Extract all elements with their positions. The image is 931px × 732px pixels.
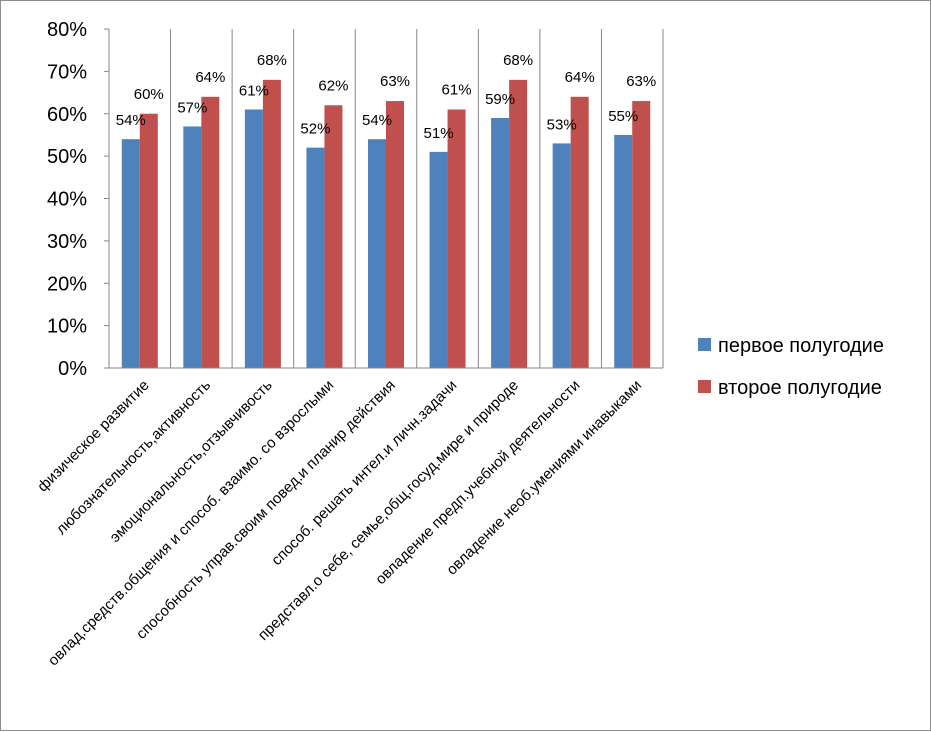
bar bbox=[262, 79, 281, 368]
bar bbox=[429, 151, 448, 368]
data-label: 68% bbox=[257, 52, 287, 69]
data-label: 63% bbox=[626, 73, 656, 90]
data-label: 54% bbox=[362, 112, 392, 129]
data-label: 51% bbox=[424, 125, 454, 142]
data-label: 53% bbox=[547, 116, 577, 133]
bar bbox=[139, 113, 158, 368]
y-axis-ticks: 0% 10% 20% 30% 40% 50% 60% 70% 80% bbox=[47, 19, 109, 380]
y-tick-label: 20% bbox=[47, 273, 87, 295]
bar bbox=[614, 134, 633, 368]
bar bbox=[306, 147, 325, 368]
bar bbox=[368, 139, 386, 368]
legend-swatch bbox=[698, 380, 711, 393]
bar bbox=[324, 105, 343, 369]
bar bbox=[183, 126, 202, 369]
bar bbox=[244, 109, 263, 368]
x-tick-label: физическое развитие bbox=[34, 377, 152, 495]
bar bbox=[201, 96, 220, 369]
data-label: 52% bbox=[300, 121, 330, 138]
bar bbox=[632, 101, 651, 368]
legend-label: второе полугодие bbox=[718, 377, 882, 399]
data-label: 57% bbox=[177, 99, 207, 116]
bar bbox=[121, 139, 140, 368]
bar bbox=[447, 109, 466, 368]
legend-label: первое полугодие bbox=[718, 335, 884, 357]
data-label: 68% bbox=[503, 52, 533, 69]
data-label: 54% bbox=[116, 112, 146, 129]
bar bbox=[491, 117, 510, 368]
axes bbox=[108, 29, 663, 369]
data-label: 55% bbox=[608, 108, 638, 125]
data-label: 63% bbox=[380, 73, 410, 90]
bar bbox=[570, 96, 589, 369]
data-label: 62% bbox=[318, 77, 348, 94]
bar bbox=[386, 101, 404, 368]
bar bbox=[509, 79, 528, 368]
y-tick-label: 70% bbox=[47, 61, 87, 83]
data-label: 64% bbox=[565, 69, 595, 86]
data-label: 60% bbox=[134, 86, 164, 103]
y-tick-label: 80% bbox=[47, 19, 87, 41]
data-label: 59% bbox=[485, 91, 515, 108]
y-tick-label: 0% bbox=[58, 358, 87, 380]
data-labels: 54% 60% 57% 64% 61% 68% 52% 62% 54% 63% 51% 61% 59% 6… bbox=[116, 52, 656, 142]
y-tick-label: 60% bbox=[47, 104, 87, 126]
y-tick-label: 10% bbox=[47, 316, 87, 338]
y-tick-label: 40% bbox=[47, 189, 87, 211]
y-tick-label: 50% bbox=[47, 146, 87, 168]
y-tick-label: 30% bbox=[47, 231, 87, 253]
legend-swatch bbox=[698, 338, 711, 351]
data-label: 64% bbox=[195, 69, 225, 86]
data-label: 61% bbox=[239, 83, 269, 100]
data-label: 61% bbox=[442, 82, 472, 99]
legend: первое полугодие второе полугодие bbox=[698, 335, 884, 399]
bars bbox=[121, 79, 651, 369]
bar bbox=[552, 143, 571, 368]
x-tick-label: овлад.средств.общения и способ. взаимо. … bbox=[45, 377, 337, 669]
x-axis-categories: физическое развитиелюбознательность,акти… bbox=[34, 377, 645, 670]
gridlines bbox=[170, 29, 664, 368]
